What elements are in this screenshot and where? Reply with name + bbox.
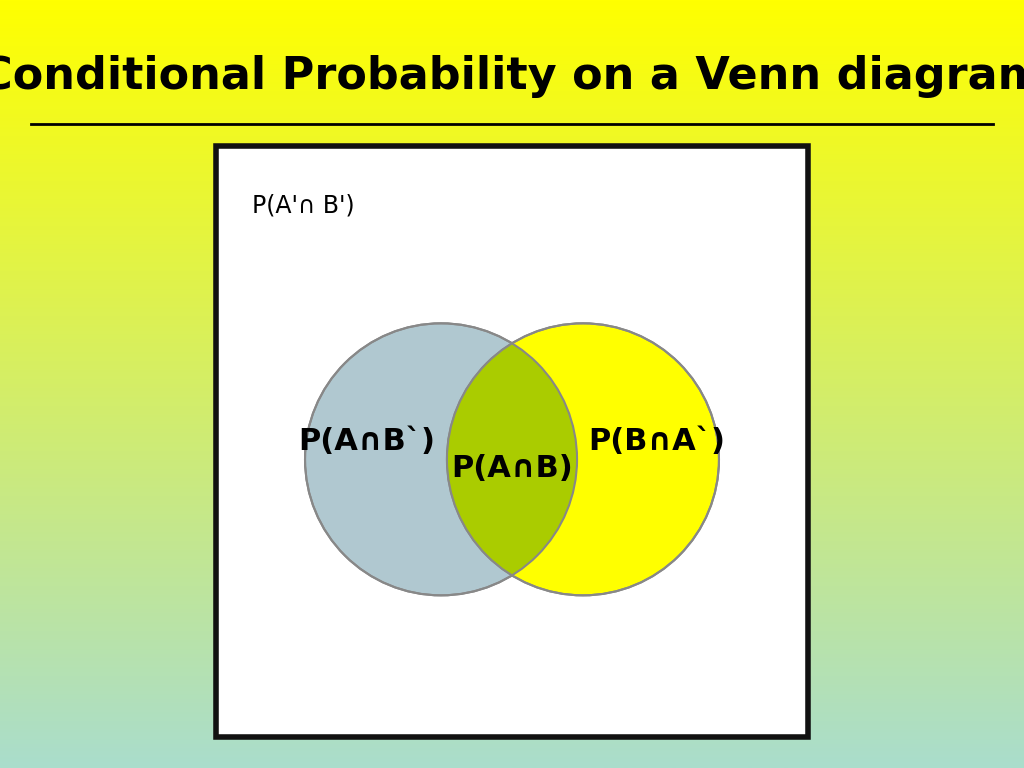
Text: P(B∩A`): P(B∩A`) (589, 427, 725, 456)
Circle shape (446, 323, 719, 595)
Text: P(A∩B`): P(A∩B`) (299, 427, 435, 456)
Text: P(A'∩ B'): P(A'∩ B') (252, 193, 354, 217)
Circle shape (446, 323, 719, 595)
Text: Conditional Probability on a Venn diagram: Conditional Probability on a Venn diagra… (0, 55, 1024, 98)
Text: P(A∩B): P(A∩B) (452, 454, 572, 483)
Circle shape (305, 323, 578, 595)
Circle shape (305, 323, 578, 595)
